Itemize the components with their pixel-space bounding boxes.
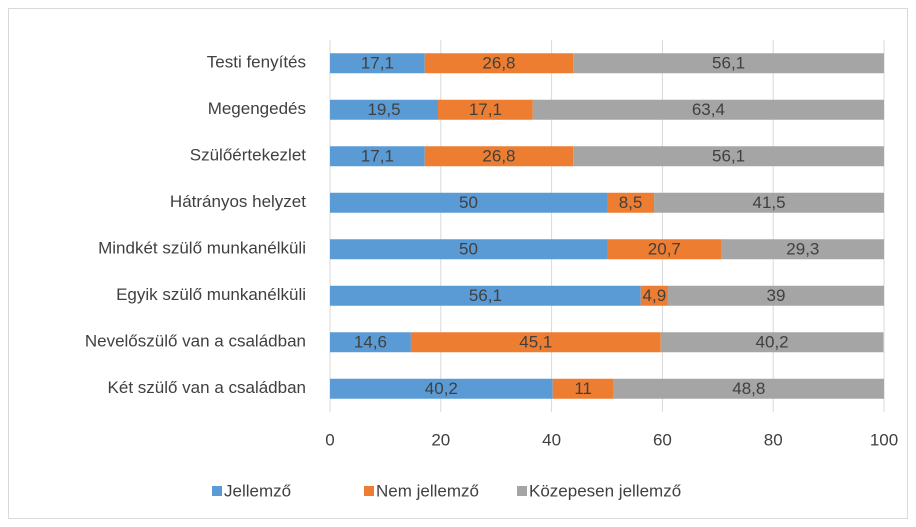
bar-segment [607, 239, 722, 260]
data-label: 40,2 [425, 379, 458, 398]
data-label: 19,5 [367, 100, 400, 119]
data-label: 17,1 [361, 147, 394, 166]
data-label: 17,1 [469, 100, 502, 119]
y-tick-label: Szülőértekezlet [190, 146, 307, 165]
bar-segment [573, 146, 884, 167]
bar-segment [330, 99, 439, 120]
bar-segment [330, 53, 425, 74]
data-label: 56,1 [469, 286, 502, 305]
bar-segment [721, 239, 884, 260]
bar-segment [330, 332, 411, 353]
bar-segment [410, 332, 661, 353]
bar-segment [667, 285, 884, 306]
bar-segment [330, 239, 607, 260]
bar-segment [552, 378, 614, 399]
legend-label: Jellemző [224, 481, 291, 500]
bar-segment [607, 192, 655, 213]
y-tick-label: Megengedés [208, 99, 306, 118]
data-label: 41,5 [752, 193, 785, 212]
data-label: 48,8 [732, 379, 765, 398]
y-tick-label: Hátrányos helyzet [170, 192, 306, 211]
data-label: 4,9 [643, 286, 667, 305]
data-label: 14,6 [354, 333, 387, 352]
data-label: 56,1 [712, 147, 745, 166]
data-label: 29,3 [786, 240, 819, 259]
legend-swatch [364, 486, 374, 496]
data-label: 45,1 [519, 333, 552, 352]
bar-segment [640, 285, 668, 306]
x-tick-label: 40 [542, 430, 561, 449]
legend-swatch [517, 486, 527, 496]
bar-segment [438, 99, 533, 120]
bar-segment [573, 53, 884, 74]
bar-segment [330, 285, 641, 306]
x-tick-label: 80 [764, 430, 783, 449]
bar-segment [424, 146, 574, 167]
data-label: 20,7 [648, 240, 681, 259]
legend-swatch [212, 486, 222, 496]
data-label: 17,1 [361, 54, 394, 73]
y-tick-label: Egyik szülő munkanélküli [116, 285, 306, 304]
bar-segment [613, 378, 884, 399]
data-label: 26,8 [482, 54, 515, 73]
data-label: 11 [574, 379, 592, 398]
y-tick-label: Mindkét szülő munkanélküli [98, 239, 306, 258]
bar-segment [654, 192, 884, 213]
legend-label: Nem jellemző [376, 481, 479, 500]
data-label: 40,2 [756, 333, 789, 352]
x-tick-label: 0 [325, 430, 334, 449]
bar-segment [532, 99, 884, 120]
bar-segment [330, 146, 425, 167]
chart-border [8, 8, 908, 519]
legend-label: Közepesen jellemző [529, 481, 681, 500]
bar-segment [424, 53, 574, 74]
data-label: 56,1 [712, 54, 745, 73]
data-label: 39 [767, 286, 786, 305]
data-label: 50 [459, 240, 478, 259]
x-tick-label: 20 [431, 430, 450, 449]
y-tick-label: Két szülő van a családban [108, 378, 306, 397]
y-tick-label: Nevelőszülő van a családban [85, 332, 306, 351]
y-tick-label: Testi fenyítés [207, 53, 306, 72]
bar-segment [660, 332, 884, 353]
data-label: 63,4 [692, 100, 725, 119]
data-label: 26,8 [482, 147, 515, 166]
data-label: 50 [459, 193, 478, 212]
bar-segment [330, 192, 607, 213]
x-tick-label: 60 [653, 430, 672, 449]
x-tick-label: 100 [870, 430, 898, 449]
bar-segment [330, 378, 553, 399]
data-label: 8,5 [619, 193, 643, 212]
